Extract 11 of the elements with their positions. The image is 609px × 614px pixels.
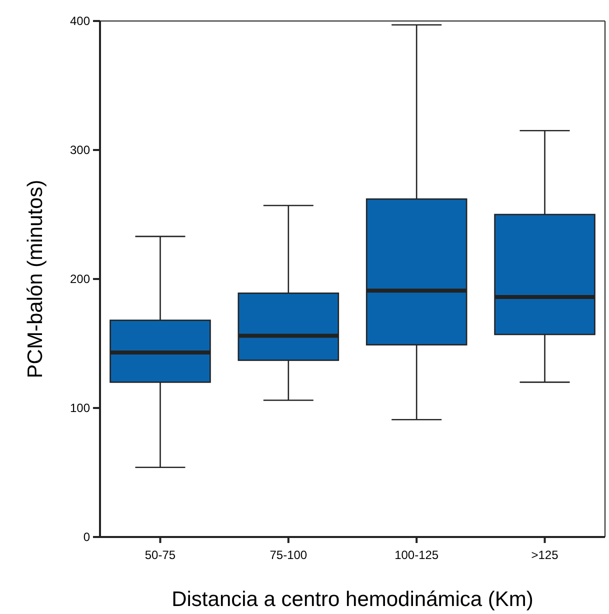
y-tick-label: 0 bbox=[83, 530, 90, 544]
y-axis-title: PCM-balón (minutos) bbox=[24, 180, 47, 378]
y-tick-label: 200 bbox=[70, 272, 90, 286]
y-tick-label: 300 bbox=[70, 143, 90, 158]
x-tick-label: 75-100 bbox=[270, 548, 308, 562]
y-tick-label: 400 bbox=[70, 14, 90, 28]
x-tick-label: 100-125 bbox=[394, 548, 439, 562]
x-tick-label: 50-75 bbox=[144, 548, 176, 562]
y-tick-label: 100 bbox=[70, 401, 90, 416]
x-tick-label: >125 bbox=[531, 548, 559, 562]
x-axis-title: Distancia a centro hemodinámica (Km) bbox=[172, 588, 534, 611]
